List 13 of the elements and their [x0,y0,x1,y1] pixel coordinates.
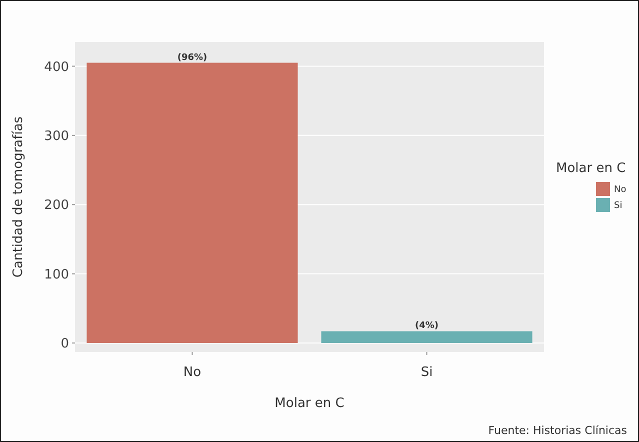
y-tick-label: 300 [44,128,69,144]
y-tick-label: 400 [44,60,69,75]
y-tick-label: 100 [44,267,69,282]
y-tick-label: 200 [44,198,69,214]
annotation: (96%) [177,52,208,63]
annotation: (4%) [414,321,439,332]
y-axis-title: Cantidad de tomografías [11,116,26,278]
legend-label: Si [614,201,622,212]
legend-label: No [614,185,627,196]
x-axis-title: Molar en C [556,161,626,176]
legend-title: Molar en C [274,396,344,411]
source-note: Fuente: Historias Clínicas [488,424,628,437]
y-tick-label: 0 [60,336,69,352]
